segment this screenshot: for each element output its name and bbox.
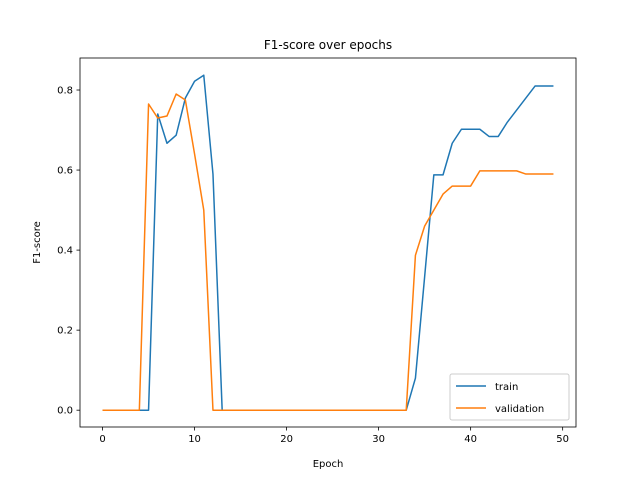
y-axis-label: F1-score: [32, 221, 43, 264]
y-tick-label: 0.0: [57, 406, 73, 417]
legend-label-train: train: [495, 382, 518, 393]
x-tick-label: 0: [99, 434, 105, 445]
y-tick-label: 0.8: [57, 86, 73, 97]
chart-title: F1-score over epochs: [264, 38, 392, 52]
x-tick-label: 40: [464, 434, 477, 445]
x-axis: 0 10 20 30 40 50: [99, 427, 569, 445]
y-tick-label: 0.6: [57, 166, 73, 177]
x-axis-label: Epoch: [313, 459, 344, 470]
legend-label-validation: validation: [495, 404, 544, 415]
y-tick-label: 0.2: [57, 326, 73, 337]
x-tick-label: 20: [280, 434, 293, 445]
x-tick-label: 10: [188, 434, 201, 445]
x-tick-label: 50: [556, 434, 569, 445]
y-tick-label: 0.4: [57, 246, 73, 257]
legend: train validation: [449, 373, 570, 421]
plot-area: [102, 74, 554, 411]
y-axis: 0.0 0.2 0.4 0.6 0.8: [57, 86, 80, 417]
axes-frame: [79, 57, 577, 428]
series-line-validation: [102, 93, 554, 411]
x-tick-label: 30: [372, 434, 385, 445]
